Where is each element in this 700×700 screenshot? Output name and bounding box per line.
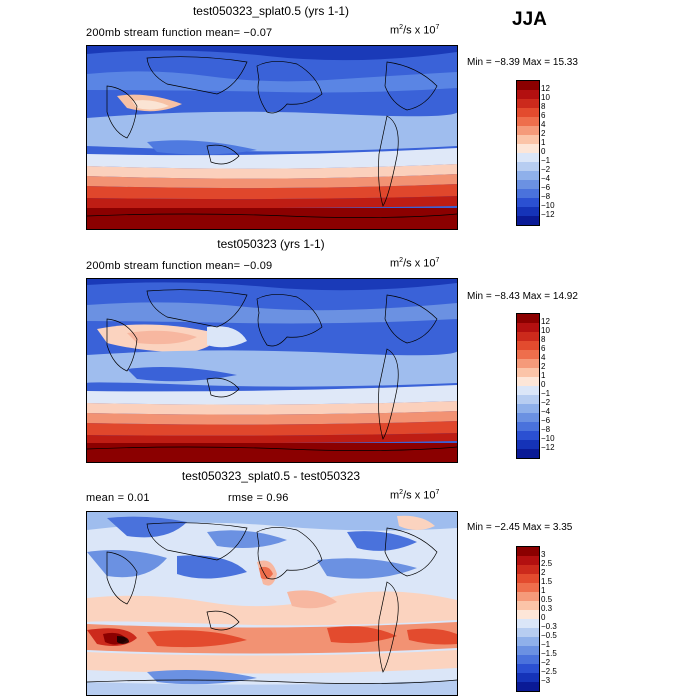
cbar-label: −2 (541, 398, 551, 407)
cbar-label: 1 (541, 138, 546, 147)
cbar-label: −0.5 (541, 631, 557, 640)
cbar-label: −4 (541, 174, 551, 183)
panel-1-minmax: Min = −8.39 Max = 15.33 (467, 57, 578, 68)
panel-1-field (87, 46, 457, 229)
panel-1-units: m2/s x 107 (390, 24, 440, 37)
cbar-label: 0.3 (541, 604, 553, 613)
cbar-label: 3 (541, 550, 546, 559)
cbar-label: −1 (541, 156, 551, 165)
cbar-label: −1 (541, 389, 551, 398)
cbar-label: 0 (541, 613, 546, 622)
panel-2-minmax: Min = −8.43 Max = 14.92 (467, 291, 578, 302)
panel-3-map (86, 511, 458, 696)
cbar-label: 0.5 (541, 595, 553, 604)
cbar-label: 1 (541, 371, 546, 380)
panel-3-units: m2/s x 107 (390, 489, 440, 502)
cbar-label: 12 (541, 317, 550, 326)
cbar-label: 2 (541, 362, 546, 371)
cbar-label: 10 (541, 326, 550, 335)
cbar-label: 1 (541, 586, 546, 595)
cbar-label: −8 (541, 425, 551, 434)
panel-1-title: test050323_splat0.5 (yrs 1-1) (192, 4, 350, 18)
panel-1-colorbar (516, 80, 540, 226)
cbar-label: −10 (541, 201, 555, 210)
cbar-label: 2 (541, 568, 546, 577)
cbar-label: −12 (541, 210, 555, 219)
cbar-label: 6 (541, 111, 546, 120)
panel-1-stats: 200mb stream function mean= −0.07 (86, 27, 273, 39)
cbar-label: 1.5 (541, 577, 553, 586)
cbar-label: −4 (541, 407, 551, 416)
cbar-label: 6 (541, 344, 546, 353)
cbar-label: −1.5 (541, 649, 557, 658)
cbar-label: −8 (541, 192, 551, 201)
cbar-label: −2 (541, 165, 551, 174)
panel-3-title: test050323_splat0.5 - test050323 (181, 469, 361, 483)
cbar-label: 0 (541, 147, 546, 156)
cbar-label: −2.5 (541, 667, 557, 676)
cbar-label: −6 (541, 183, 551, 192)
panel-2-field (87, 279, 457, 462)
panel-3-mean: mean = 0.01 (86, 492, 150, 504)
season-label: JJA (512, 9, 547, 30)
panel-2-map (86, 278, 458, 463)
panel-2-colorbar (516, 313, 540, 459)
panel-3-field (87, 512, 457, 695)
panel-3-colorbar (516, 546, 540, 692)
cbar-label: −1 (541, 640, 551, 649)
cbar-label: −3 (541, 676, 551, 685)
cbar-label: 10 (541, 93, 550, 102)
cbar-label: −10 (541, 434, 555, 443)
cbar-label: 4 (541, 353, 546, 362)
cbar-label: 12 (541, 84, 550, 93)
panel-3-minmax: Min = −2.45 Max = 3.35 (467, 522, 573, 533)
cbar-label: −0.3 (541, 622, 557, 631)
cbar-label: 8 (541, 102, 546, 111)
panel-2-stats: 200mb stream function mean= −0.09 (86, 260, 273, 272)
cbar-label: −12 (541, 443, 555, 452)
cbar-label: 0 (541, 380, 546, 389)
cbar-label: 8 (541, 335, 546, 344)
cbar-label: 2 (541, 129, 546, 138)
panel-2-title: test050323 (yrs 1-1) (217, 237, 325, 251)
panel-2-units: m2/s x 107 (390, 257, 440, 270)
panel-1-map (86, 45, 458, 230)
cbar-label: 2.5 (541, 559, 553, 568)
cbar-label: −6 (541, 416, 551, 425)
cbar-label: −2 (541, 658, 551, 667)
panel-3-rmse: rmse = 0.96 (228, 492, 289, 504)
cbar-label: 4 (541, 120, 546, 129)
